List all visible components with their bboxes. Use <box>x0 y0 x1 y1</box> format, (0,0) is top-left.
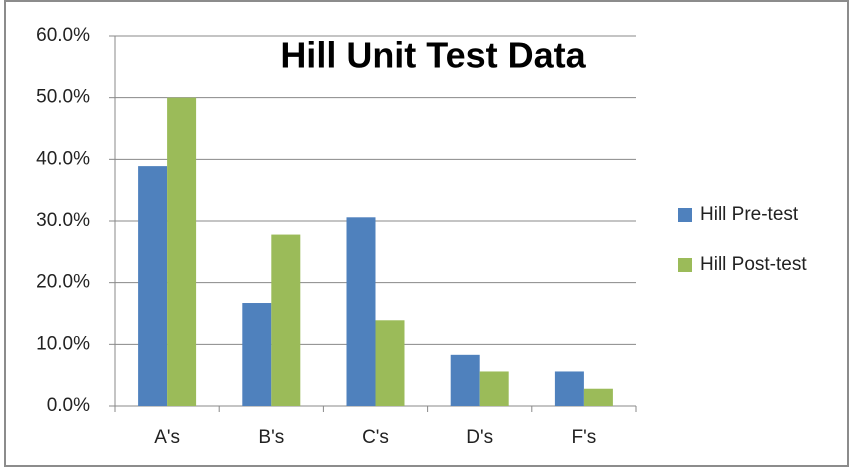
x-tick-label: A's <box>154 427 180 448</box>
bar <box>375 320 405 406</box>
x-tick-label: C's <box>362 427 389 448</box>
y-tick-label: 60.0% <box>36 25 90 46</box>
legend-swatch <box>678 208 692 222</box>
y-tick-label: 20.0% <box>36 272 90 293</box>
bar <box>450 354 480 406</box>
y-tick-label: 50.0% <box>36 87 90 108</box>
y-tick-label: 30.0% <box>36 210 90 231</box>
x-tick-label: D's <box>466 427 493 448</box>
bar <box>242 303 272 406</box>
x-tick-label: B's <box>258 427 284 448</box>
bar <box>271 234 301 406</box>
y-tick-label: 0.0% <box>47 395 90 416</box>
chart-title: Hill Unit Test Data <box>280 35 586 76</box>
legend-swatch <box>678 258 692 272</box>
legend-label: Hill Pre-test <box>700 204 799 225</box>
bar <box>138 166 168 406</box>
legend-label: Hill Post-test <box>700 254 807 275</box>
bar <box>479 371 509 406</box>
bar <box>583 388 613 406</box>
bar <box>167 97 197 407</box>
y-tick-label: 40.0% <box>36 148 90 169</box>
x-tick-label: F's <box>572 427 597 448</box>
bar <box>554 371 584 406</box>
y-tick-label: 10.0% <box>36 333 90 354</box>
bar <box>346 217 376 406</box>
